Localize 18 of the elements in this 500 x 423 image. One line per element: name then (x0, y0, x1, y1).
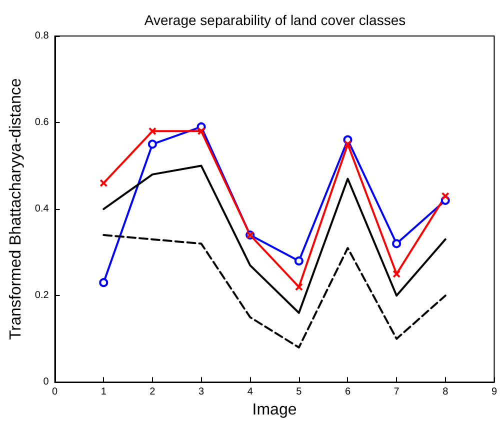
y-tick-label: 0.6 (34, 117, 50, 128)
y-axis-title: Transformed Bhattacharyya-distance (8, 78, 24, 340)
x-tick-label: 0 (52, 386, 58, 398)
x-tick-label: 6 (344, 386, 351, 398)
y-tick-label: 0.2 (34, 290, 50, 302)
x-tick-label: 4 (247, 386, 254, 398)
chart-title: Average separability of land cover classes (144, 12, 406, 28)
x-tick-label: 7 (394, 386, 400, 398)
x-axis-title: Image (252, 402, 297, 418)
y-tick-label: 0 (43, 376, 50, 388)
x-tick-label: 2 (150, 386, 156, 398)
y-tick-label: 0.4 (34, 204, 50, 215)
x-tick-label: 3 (198, 386, 204, 398)
x-tick-label: 5 (296, 386, 302, 398)
y-tick-label: 0.8 (34, 30, 50, 42)
x-tick-label: 1 (100, 386, 107, 398)
x-tick-label: 8 (442, 386, 449, 398)
x-tick-label: 9 (491, 386, 498, 398)
